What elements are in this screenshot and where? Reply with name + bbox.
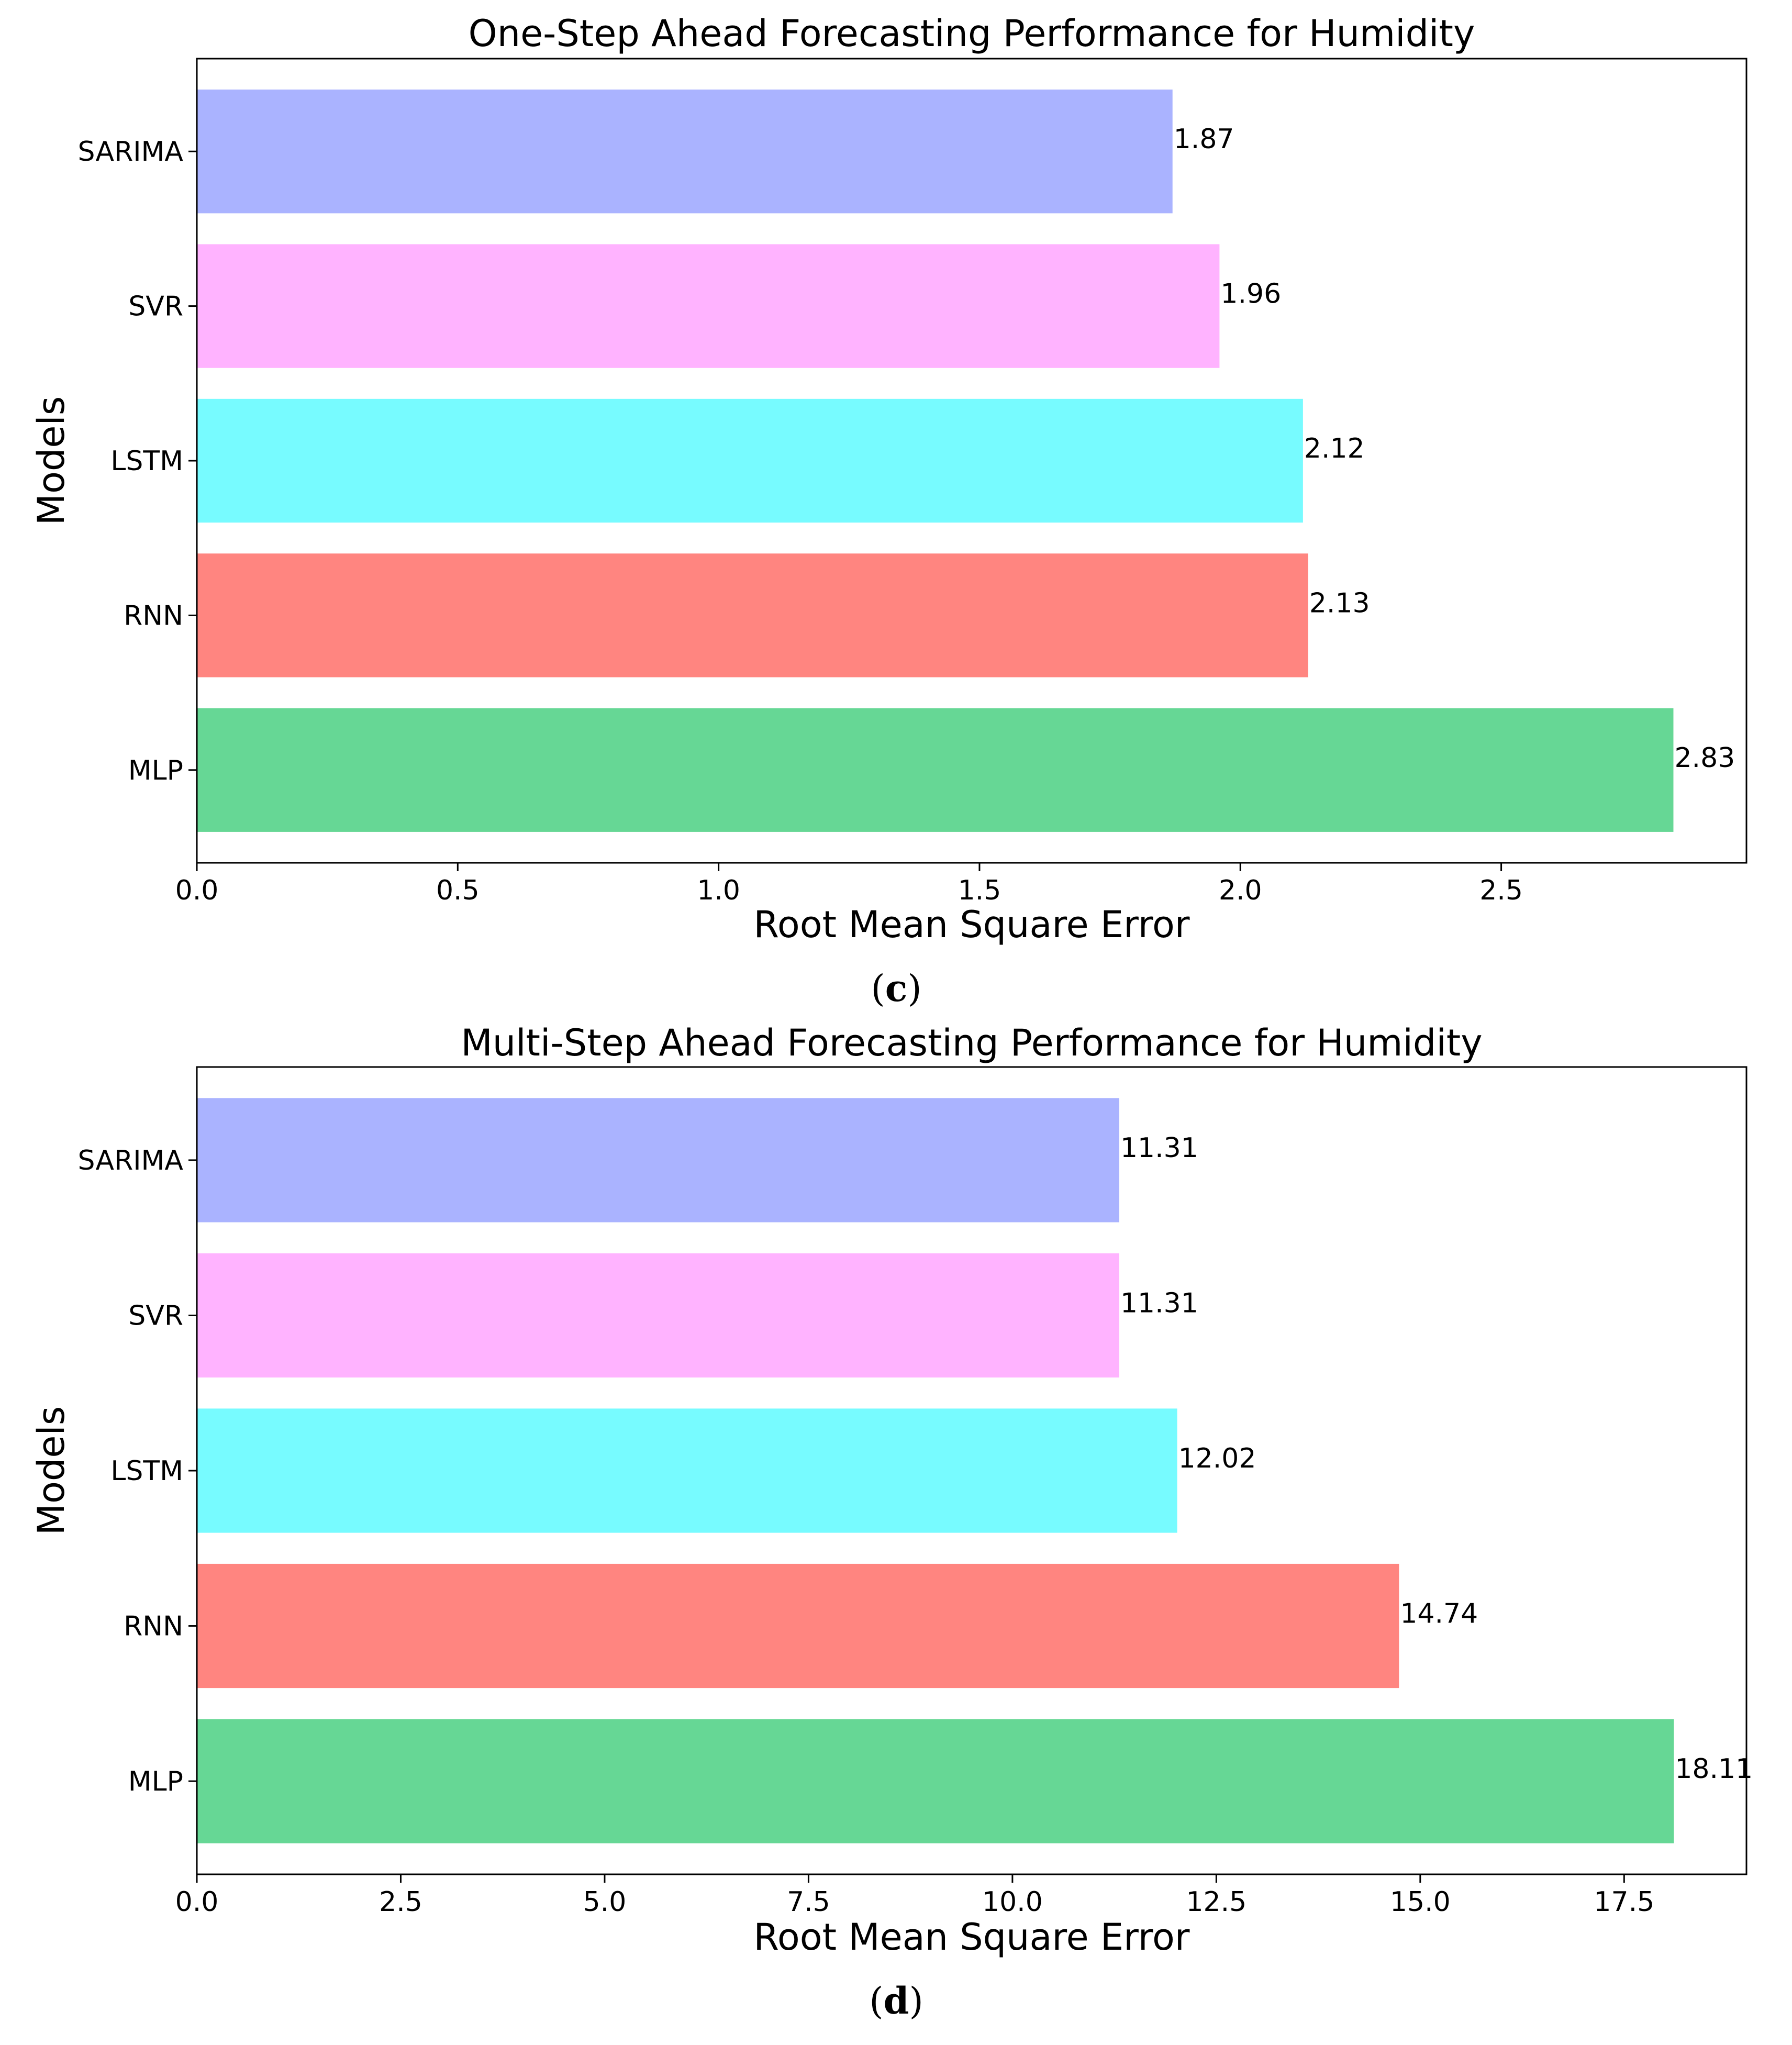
x-tick-label: 2.5 [1479, 875, 1523, 906]
y-axis-label: Models [30, 396, 73, 526]
caption-letter: d [884, 1979, 909, 2022]
y-tick-label-svr: SVR [128, 1300, 183, 1331]
y-tick-label-rnn: RNN [124, 1611, 183, 1642]
chart-panel-c: One-Step Ahead Forecasting Performance f… [30, 12, 1748, 1010]
x-tick-label: 17.5 [1594, 1886, 1654, 1918]
data-label-svr: 1.96 [1220, 279, 1281, 310]
y-tick-label-lstm: LSTM [110, 1455, 183, 1487]
x-tick-label: 2.0 [1219, 875, 1262, 906]
x-tick-label: 0.0 [175, 875, 219, 906]
data-label-sarima: 11.31 [1120, 1132, 1198, 1164]
bar-svr [197, 1253, 1119, 1378]
caption-letter: c [885, 966, 908, 1010]
y-tick-label-lstm: LSTM [110, 446, 183, 477]
bar-sarima [197, 1098, 1119, 1222]
bar-mlp [197, 708, 1674, 832]
chart-panel-d: Multi-Step Ahead Forecasting Performance… [30, 1021, 1753, 2022]
caption-close-paren: ) [907, 967, 921, 1010]
x-tick-label: 7.5 [787, 1886, 830, 1918]
y-tick-label-sarima: SARIMA [78, 136, 184, 168]
x-tick-label: 2.5 [379, 1886, 422, 1918]
x-tick-label: 5.0 [583, 1886, 627, 1918]
data-label-lstm: 12.02 [1178, 1443, 1256, 1474]
x-tick-label: 12.5 [1186, 1886, 1246, 1918]
data-label-mlp: 2.83 [1674, 742, 1735, 774]
x-tick-label: 0.0 [175, 1886, 219, 1918]
x-tick-label: 15.0 [1390, 1886, 1451, 1918]
y-tick-label-svr: SVR [128, 291, 183, 323]
y-axis-label: Models [30, 1406, 73, 1536]
y-tick-label-sarima: SARIMA [78, 1145, 184, 1176]
y-tick-label-mlp: MLP [128, 755, 183, 786]
panel-caption: (c) [871, 966, 921, 1010]
caption-close-paren: ) [909, 1980, 923, 2022]
data-label-sarima: 1.87 [1174, 124, 1234, 155]
bar-rnn [197, 1563, 1399, 1688]
x-axis-label: Root Mean Square Error [753, 1916, 1189, 1959]
data-label-rnn: 14.74 [1400, 1598, 1478, 1630]
x-tick-label: 1.0 [697, 875, 740, 906]
x-tick-label: 0.5 [436, 875, 480, 906]
data-label-mlp: 18.11 [1675, 1753, 1753, 1785]
data-label-lstm: 2.12 [1304, 433, 1365, 464]
bar-rnn [197, 553, 1308, 677]
data-label-rnn: 2.13 [1309, 587, 1370, 619]
caption-open-paren: ( [871, 967, 885, 1010]
chart-title: One-Step Ahead Forecasting Performance f… [469, 12, 1475, 55]
data-label-svr: 11.31 [1120, 1287, 1198, 1319]
bar-svr [197, 244, 1220, 368]
plot-frame [196, 1066, 1748, 1875]
panel-caption: (d) [869, 1979, 923, 2022]
plot-frame [196, 58, 1748, 864]
x-tick-label: 10.0 [982, 1886, 1043, 1918]
bar-lstm [197, 1408, 1177, 1533]
chart-title: Multi-Step Ahead Forecasting Performance… [461, 1021, 1482, 1064]
caption-open-paren: ( [869, 1980, 883, 2022]
y-tick-label-rnn: RNN [124, 600, 183, 631]
x-axis-label: Root Mean Square Error [753, 903, 1189, 946]
bar-lstm [197, 398, 1303, 523]
bar-mlp [197, 1719, 1674, 1843]
x-tick-label: 1.5 [958, 875, 1001, 906]
y-tick-label-mlp: MLP [128, 1766, 183, 1797]
bar-sarima [197, 90, 1173, 214]
